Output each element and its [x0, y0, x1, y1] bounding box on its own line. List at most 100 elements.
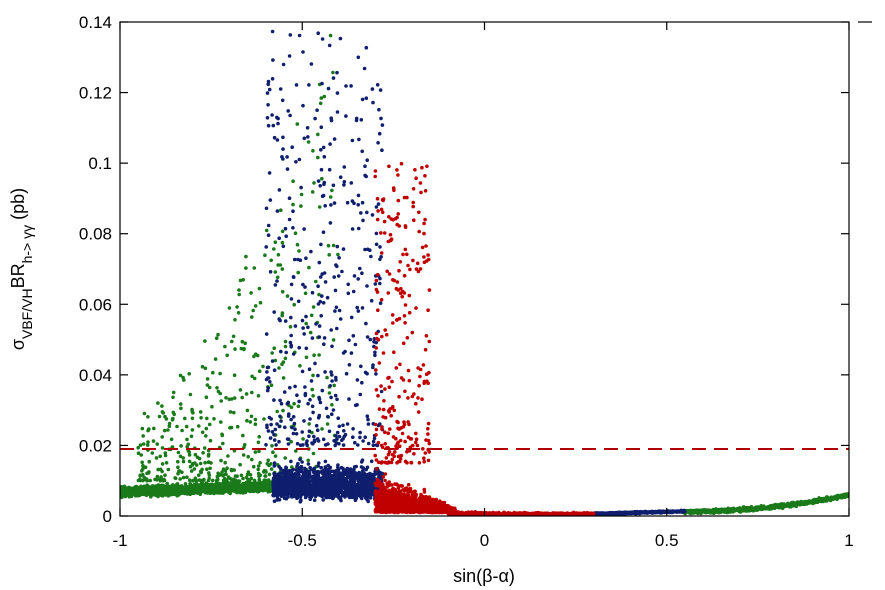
data-point: [826, 497, 831, 502]
data-point: [187, 478, 192, 483]
data-point: [308, 465, 312, 470]
data-point: [136, 451, 141, 456]
data-point: [297, 489, 301, 494]
data-point: [280, 289, 285, 294]
data-point: [212, 417, 216, 421]
data-point: [280, 229, 285, 234]
data-point: [267, 472, 272, 477]
data-point: [248, 420, 253, 424]
data-point: [136, 488, 140, 492]
data-point: [305, 475, 309, 479]
data-point: [185, 487, 189, 491]
data-point: [217, 473, 221, 478]
data-point: [181, 459, 186, 464]
data-point: [250, 374, 254, 379]
data-point: [753, 506, 757, 510]
data-point: [142, 411, 147, 416]
data-point: [325, 375, 329, 380]
data-point: [766, 505, 771, 509]
data-point: [340, 471, 345, 475]
data-point: [199, 470, 203, 475]
data-point: [315, 492, 320, 496]
data-point: [297, 249, 301, 253]
data-point: [316, 155, 320, 160]
data-point: [272, 346, 277, 351]
data-point: [152, 426, 156, 431]
data-point: [238, 278, 243, 283]
data-point: [205, 383, 210, 387]
data-point: [160, 404, 164, 408]
data-point: [226, 489, 230, 493]
data-point: [232, 410, 236, 415]
data-point: [273, 358, 278, 363]
data-point: [310, 190, 315, 194]
data-point: [330, 403, 334, 407]
data-point: [250, 457, 254, 462]
data-point: [262, 468, 267, 473]
data-point: [358, 494, 363, 499]
data-point: [364, 491, 369, 496]
data-point: [307, 265, 311, 270]
data-point: [219, 399, 223, 403]
data-point: [229, 468, 234, 473]
data-point: [223, 344, 227, 349]
data-point: [337, 479, 342, 484]
data-point: [316, 464, 321, 468]
data-point: [266, 478, 271, 482]
data-point: [258, 486, 263, 491]
data-point: [365, 497, 370, 502]
data-point: [319, 465, 324, 470]
data-point: [306, 489, 311, 493]
data-point: [796, 501, 801, 506]
data-point: [146, 489, 150, 493]
data-point: [183, 482, 188, 486]
data-point: [323, 459, 328, 464]
data-point: [272, 464, 277, 468]
data-point: [759, 506, 764, 511]
data-point: [205, 377, 210, 381]
data-point: [244, 475, 249, 480]
data-point: [288, 487, 293, 492]
data-point: [257, 474, 261, 479]
data-point: [231, 478, 235, 483]
data-point: [272, 247, 276, 251]
data-point: [194, 463, 199, 467]
data-point: [348, 481, 353, 485]
data-point: [250, 315, 254, 319]
data-point: [180, 470, 184, 475]
data-point: [287, 477, 291, 481]
data-point: [229, 486, 234, 491]
data-point: [147, 427, 151, 431]
data-point: [802, 500, 807, 504]
data-point: [791, 502, 796, 507]
data-point: [189, 434, 194, 439]
data-point: [710, 511, 714, 515]
data-point: [187, 453, 192, 457]
data-point: [281, 475, 286, 480]
data-point: [155, 442, 159, 446]
data-point: [239, 346, 244, 351]
data-point: [181, 456, 185, 460]
data-point: [732, 508, 736, 513]
data-point: [300, 492, 304, 497]
data-point: [350, 474, 354, 479]
data-point: [233, 318, 237, 322]
data-point: [289, 439, 294, 444]
data-point: [205, 488, 209, 493]
data-point: [294, 494, 299, 498]
data-point: [215, 386, 219, 390]
data-point: [163, 473, 167, 478]
data-point: [249, 291, 253, 295]
data-point: [163, 453, 168, 458]
data-point: [352, 465, 357, 469]
data-point: [207, 422, 212, 427]
data-point: [227, 397, 232, 402]
data-point: [776, 505, 780, 509]
data-point: [136, 485, 140, 490]
data-point: [165, 485, 169, 490]
data-point: [210, 404, 214, 409]
data-point: [328, 33, 333, 38]
data-point: [147, 459, 151, 464]
data-point: [223, 469, 228, 473]
data-point: [178, 402, 183, 406]
